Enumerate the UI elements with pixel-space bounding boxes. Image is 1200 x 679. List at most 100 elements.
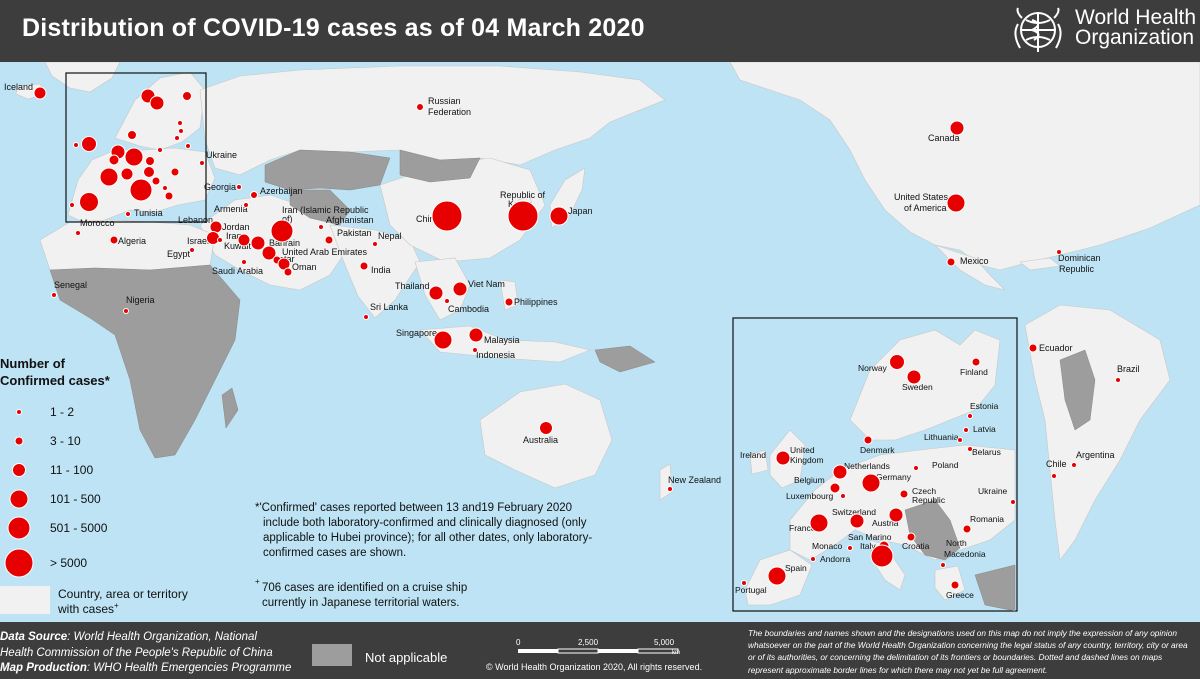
legend-class-3: 11 - 100: [50, 463, 93, 477]
who-emblem-icon: [1014, 7, 1062, 52]
caribbean-land: [1019, 257, 1061, 271]
data-source-line1: Data Source: World Health Organization, …: [0, 630, 291, 646]
bubble-saudi: [241, 259, 247, 265]
disclaimer: The boundaries and names shown and the d…: [748, 628, 1188, 675]
bubble-china: [431, 200, 463, 232]
label-brazil: Brazil: [1117, 364, 1140, 374]
label-pakistan: Pakistan: [337, 228, 372, 238]
inset-bubble-spain: [767, 566, 787, 586]
data-source-text-1: : World Health Organization, National: [67, 631, 257, 643]
note-plus-1: 706 cases are identified on a cruise shi…: [262, 582, 467, 594]
legend-class-2: 3 - 10: [50, 434, 81, 448]
label-senegal: Senegal: [54, 280, 87, 290]
bubble-ecuador: [1028, 343, 1038, 353]
inset-label-uk: United: [790, 445, 815, 455]
legend-symbol-6: [4, 548, 34, 578]
mongolia-land: [399, 149, 481, 183]
bubble-philippines: [504, 297, 514, 307]
bubble-greece-w: [164, 191, 174, 201]
data-source-line2: Health Commission of the People's Republ…: [0, 646, 273, 659]
bubble-lithuania-w: [174, 135, 180, 141]
label-kuwait: Kuwait: [224, 241, 252, 251]
label-usa: United States: [894, 192, 949, 202]
label-uae: United Arab Emirates: [282, 247, 368, 257]
bubble-chile: [1051, 473, 1057, 479]
bubble-iraq: [237, 233, 251, 247]
legend-class-5: 501 - 5000: [50, 521, 108, 535]
label-dominican: Dominican: [1058, 253, 1101, 263]
bubble-romania-w: [170, 167, 180, 177]
label-korea: Republic of: [500, 190, 546, 200]
australia-land: [479, 383, 613, 489]
inset-label-sweden: Sweden: [902, 382, 933, 392]
label-lebanon: Lebanon: [178, 215, 213, 225]
mexico-land: [934, 244, 1006, 291]
kazakhstan-land: [264, 149, 391, 191]
label-tunisia: Tunisia: [134, 208, 163, 218]
inset-bubble-latvia: [963, 427, 969, 433]
label-srilanka: Sri Lanka: [370, 302, 408, 312]
inset-label-switzerland: Switzerland: [832, 507, 876, 517]
inset-label-finland: Finland: [960, 367, 988, 377]
bubble-cambodia: [444, 298, 450, 304]
label-bahrain: Bahrain: [269, 238, 300, 248]
label-usa-line2: of America: [904, 203, 947, 213]
inset-greece: [934, 565, 966, 601]
label-israel: Israel: [187, 236, 209, 246]
label-iran: Iran (Islamic Republic: [282, 205, 369, 215]
central-asia-land: [289, 189, 351, 226]
bubble-germany-w: [124, 147, 144, 167]
inset-bubble-switzerland: [849, 513, 865, 529]
europe-inset: Norway Sweden Finland Estonia Latvia Lit…: [732, 317, 1018, 612]
world-case-bubbles: [33, 86, 1121, 492]
bubble-ireland-w: [73, 142, 79, 148]
label-mexico: Mexico: [960, 256, 989, 266]
label-vietnam: Viet Nam: [468, 279, 505, 289]
label-japan: Japan: [568, 206, 593, 216]
bubble-italy-w: [129, 178, 153, 202]
label-canada: Canada: [928, 133, 960, 143]
label-jordan: Jordan: [222, 222, 250, 232]
bubble-brazil: [1115, 377, 1121, 383]
label-ukraine-world: Ukraine: [206, 150, 237, 160]
inset-label-ireland: Ireland: [740, 450, 766, 460]
bubble-nepal: [372, 241, 378, 247]
bubble-mexico: [946, 257, 956, 267]
greenland-land: [44, 62, 121, 93]
legend-symbol-5: [7, 516, 31, 540]
inset-bubble-finland: [971, 357, 981, 367]
scale-label-0: 0: [516, 638, 521, 647]
bubble-tunisia: [125, 211, 131, 217]
inset-label-ukraine: Ukraine: [978, 486, 1008, 496]
inset-bubble-estonia: [967, 413, 973, 419]
bubble-azerbaijan: [250, 191, 258, 199]
label-ecuador: Ecuador: [1039, 343, 1073, 353]
inset-label-estonia: Estonia: [970, 401, 999, 411]
bubble-oman: [283, 267, 293, 277]
not-applicable-label: Not applicable: [365, 650, 448, 665]
scale-bar-dark-1: [557, 648, 599, 654]
legend-country-sup: +: [114, 601, 119, 610]
map-title: Distribution of COVID-19 cases as of 04 …: [22, 14, 645, 42]
inset-bubble-uk: [775, 450, 791, 466]
europe-inset-bubbles: [741, 354, 1016, 590]
bubble-srilanka: [363, 314, 369, 320]
inset-label-croatia: Croatia: [902, 541, 930, 551]
inset-label-portugal: Portugal: [735, 585, 767, 595]
bubble-egypt: [189, 247, 195, 253]
legend-symbol-1: [16, 409, 22, 415]
madagascar-land: [221, 387, 239, 429]
inset-bubble-france: [809, 513, 829, 533]
scale-label-5000: 5,000: [654, 638, 675, 647]
world-country-labels: Iceland Russian Federation Ukraine Georgi…: [4, 82, 1140, 485]
label-russia: Russian Federation: [428, 96, 471, 117]
bubble-poland-w: [157, 147, 163, 153]
inset-bubble-belarus: [967, 446, 973, 452]
inset-bubble-austria: [888, 507, 904, 523]
label-egypt: Egypt: [167, 249, 191, 259]
inset-bubble-italy: [870, 544, 894, 568]
bubble-argentina: [1071, 462, 1077, 468]
map-header: Distribution of COVID-19 cases as of 04 …: [0, 0, 1200, 62]
legend-country-label-2: with cases+: [57, 601, 119, 616]
who-wordmark-line2: Organization: [1075, 26, 1195, 49]
